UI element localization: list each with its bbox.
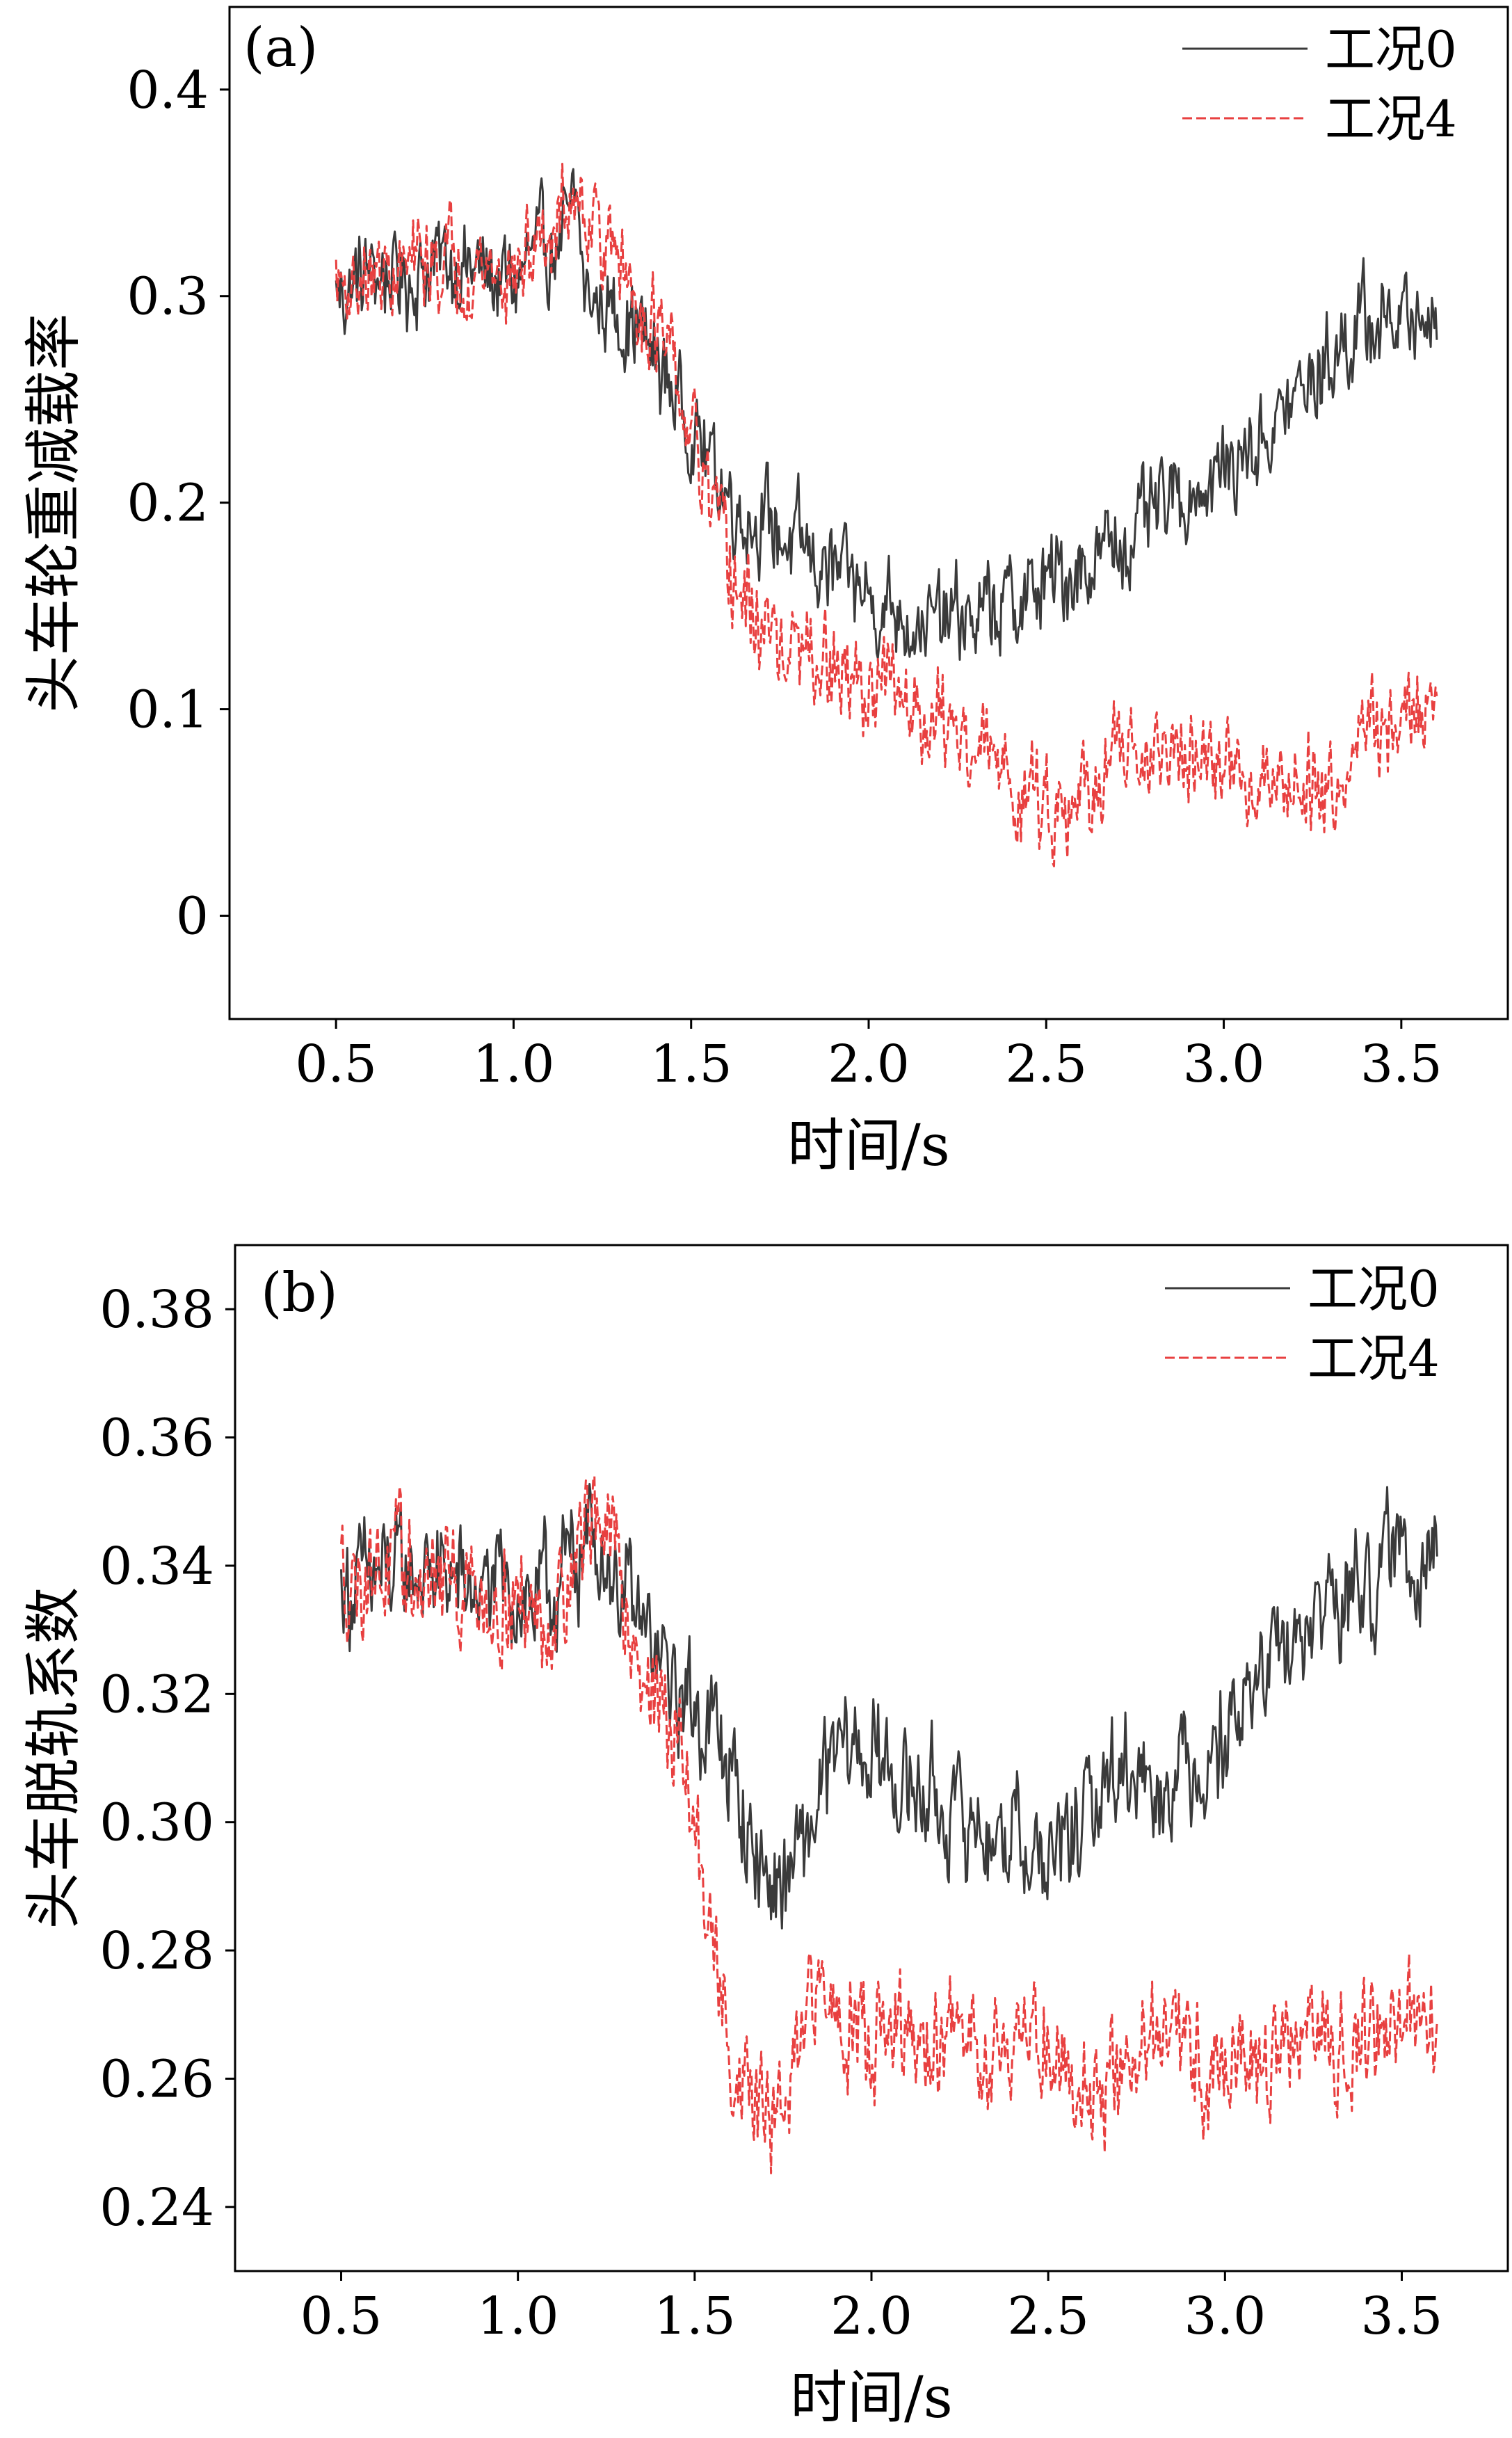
line-chart-b: 0.5 1.0 1.5 2.0 2.5 3.0 3.5 0.24 0.26 0.28 0.30 0.3… (21, 1244, 1509, 2431)
line-chart-a: 0.5 1.0 1.5 2.0 2.5 3.0 3.5 0 0.1 0.2 0.3 0.4 时间/s 头车… (21, 6, 1509, 1179)
x-tick-label-a-0: 0.5 (295, 1034, 377, 1094)
y-tick-label-b-2: 0.28 (99, 1921, 214, 1981)
series-line-a-1 (335, 163, 1438, 867)
x-tick-label-b-5: 3.0 (1184, 2286, 1266, 2346)
legend-label-b-0: 工况0 (1308, 1260, 1440, 1318)
y-tick-label-a-1: 0.1 (127, 680, 209, 740)
y-tick-label-b-5: 0.34 (99, 1537, 214, 1596)
chart-panel-a: 0.5 1.0 1.5 2.0 2.5 3.0 3.5 0 0.1 0.2 0.3 0.4 时间/s 头车… (21, 6, 1509, 1179)
plot-frame-a (228, 6, 1509, 1020)
series-line-a-0 (335, 168, 1438, 661)
x-tick-label-a-4: 2.5 (1005, 1034, 1087, 1094)
y-tick-label-b-7: 0.38 (99, 1280, 214, 1340)
legend-label-b-1: 工况4 (1308, 1329, 1440, 1388)
y-tick-label-b-0: 0.24 (99, 2178, 214, 2238)
x-tick-label-b-0: 0.5 (300, 2286, 383, 2346)
y-tick-label-b-1: 0.26 (99, 2049, 214, 2109)
y-tick-label-b-3: 0.30 (99, 1793, 214, 1853)
x-tick-label-a-6: 3.5 (1360, 1034, 1442, 1094)
x-axis-label-a: 时间/s (787, 1113, 950, 1179)
y-tick-label-a-3: 0.3 (127, 267, 209, 327)
y-tick-label-b-6: 0.36 (99, 1409, 214, 1468)
x-tick-label-a-3: 2.0 (828, 1034, 910, 1094)
panel-label-b: (b) (261, 1262, 338, 1324)
y-tick-label-a-4: 0.4 (127, 61, 209, 120)
x-tick-label-a-2: 1.5 (650, 1034, 732, 1094)
legend-label-a-0: 工况0 (1325, 20, 1457, 79)
panel-label-a: (a) (243, 17, 318, 79)
y-axis-label-b: 头车脱轨系数 (21, 1587, 87, 1929)
x-tick-label-b-4: 2.5 (1007, 2286, 1089, 2346)
x-tick-label-a-1: 1.0 (473, 1034, 555, 1094)
y-tick-label-b-4: 0.32 (99, 1665, 214, 1724)
x-tick-label-b-2: 1.5 (654, 2286, 736, 2346)
series-line-b-0 (340, 1483, 1438, 1930)
y-tick-label-a-2: 0.2 (127, 474, 209, 534)
series-group-a (335, 163, 1438, 867)
y-tick-label-a-0: 0 (176, 887, 209, 947)
x-tick-label-b-1: 1.0 (477, 2286, 559, 2346)
x-tick-label-b-6: 3.5 (1361, 2286, 1443, 2346)
x-tick-label-b-3: 2.0 (830, 2286, 912, 2346)
chart-panel-b: 0.5 1.0 1.5 2.0 2.5 3.0 3.5 0.24 0.26 0.28 0.30 0.3… (0, 1224, 1512, 2435)
series-line-b-1 (340, 1475, 1438, 2174)
y-axis-label-a: 头车轮重减载率 (21, 313, 87, 712)
x-axis-label-b: 时间/s (790, 2365, 953, 2431)
series-group-b (340, 1475, 1438, 2174)
x-tick-label-a-5: 3.0 (1183, 1034, 1265, 1094)
legend-label-a-1: 工况4 (1325, 90, 1457, 148)
